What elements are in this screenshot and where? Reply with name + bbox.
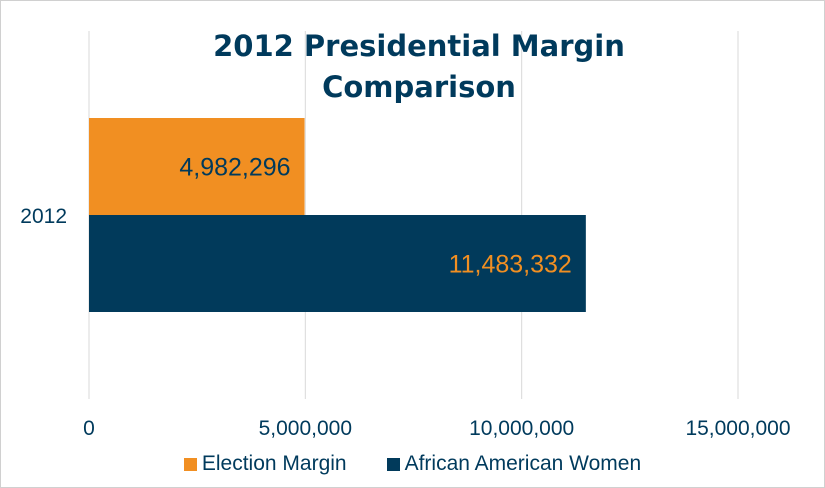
bars (89, 118, 586, 312)
legend-label-african-american-women: African American Women (404, 452, 642, 475)
chart-title-line-2: Comparison (322, 70, 516, 104)
data-label-african-american-women: 11,483,332 (449, 251, 572, 279)
bar-election-margin (89, 118, 305, 215)
x-tick-label-3: 15,000,000 (685, 417, 790, 440)
y-axis-categories: 2012 (20, 205, 67, 228)
x-tick-label-0: 0 (83, 417, 95, 440)
chart-title-line-1: 2012 Presidential Margin (213, 29, 625, 63)
legend-item-african-american-women: African American Women (386, 452, 642, 476)
legend-swatch-election-margin (183, 457, 197, 471)
data-label-election-margin: 4,982,296 (179, 154, 290, 182)
y-category-label-0: 2012 (20, 205, 67, 228)
data-labels: 4,982,296 11,483,332 (179, 154, 571, 279)
legend-swatch-african-american-women (386, 457, 400, 471)
x-tick-label-2: 10,000,000 (469, 417, 574, 440)
x-axis-ticks: 0 5,000,000 10,000,000 15,000,000 (83, 417, 790, 440)
legend-label-election-margin: Election Margin (201, 452, 347, 475)
legend-item-election-margin: Election Margin (183, 452, 347, 476)
legend: Election Margin African American Women (1, 449, 824, 479)
x-tick-label-1: 5,000,000 (259, 417, 352, 440)
bar-african-american-women (89, 215, 586, 312)
